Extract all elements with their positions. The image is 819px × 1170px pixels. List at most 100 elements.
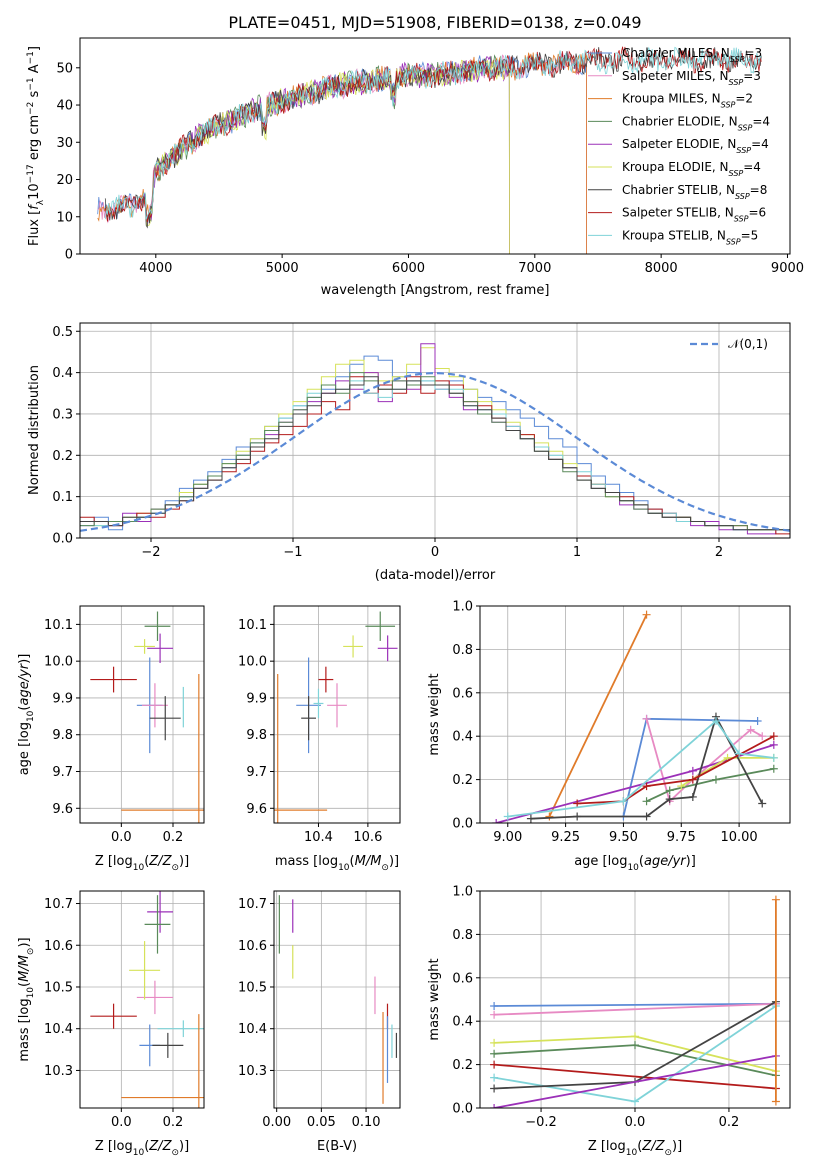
legend-text: Chabrier MILES, N bbox=[622, 46, 730, 60]
age_weight-ylabel-part: mass weight bbox=[427, 673, 442, 755]
age_weight-marker-chabrier_stelib bbox=[573, 812, 582, 821]
z_mass-ylabel-part: )] bbox=[17, 937, 32, 947]
legend-suffix: =8 bbox=[750, 183, 768, 197]
mass_age-ytick-label: 10.1 bbox=[238, 618, 267, 633]
legend-label-chabrier_stelib: Chabrier STELIB, NSSP=8 bbox=[622, 183, 767, 201]
age_weight-marker-chabrier_stelib bbox=[665, 795, 674, 804]
spectrum-ytick-label: 20 bbox=[56, 173, 73, 188]
age_weight-marker-kroupa_stelib bbox=[769, 753, 778, 762]
residuals-ytick-label: 0.0 bbox=[52, 532, 73, 547]
z_weight-line-salpeter_stelib bbox=[494, 1063, 776, 1090]
spectrum-ytick-label: 50 bbox=[56, 61, 73, 76]
ebv_mass-ytick-label: 10.3 bbox=[238, 1064, 267, 1079]
z_mass-xlabel-part: ( bbox=[144, 1139, 149, 1154]
z_age-ylabel: age [log10(age/yr)] bbox=[17, 654, 36, 776]
spectrum-ylabel-part: erg cm bbox=[27, 115, 42, 164]
age_weight-xlabel-part: age/yr bbox=[644, 854, 687, 869]
spectrum-xtick-label: 7000 bbox=[518, 261, 551, 276]
z_age-ylabel-part: )] bbox=[17, 654, 32, 664]
residuals-xtick-label: 2 bbox=[715, 545, 723, 560]
mass_age-ytick-label: 9.7 bbox=[246, 765, 267, 780]
residuals-xlabel-part: (data-model)/error bbox=[375, 568, 496, 583]
spectrum-xlabel-part: wavelength [Angstrom, rest frame] bbox=[321, 283, 550, 298]
z_weight-xtick-label: 0.2 bbox=[719, 1115, 740, 1130]
spectrum-ylabel-part: ] bbox=[27, 46, 42, 51]
legend-suffix: =4 bbox=[743, 160, 761, 174]
z_mass-points bbox=[90, 891, 204, 1108]
age_weight-marker-chabrier_elodie bbox=[769, 764, 778, 773]
ebv_mass-ytick-label: 10.7 bbox=[238, 897, 267, 912]
age_weight-marker-chabrier_stelib bbox=[642, 812, 651, 821]
z_age-xlabel-part: Z/Z bbox=[148, 854, 172, 869]
age_weight-marker-salpeter_stelib bbox=[573, 799, 582, 808]
z_weight-xlabel-part: ( bbox=[637, 1139, 642, 1154]
z_age-xlabel-part: )] bbox=[179, 854, 189, 869]
spectrum-xtick-label: 8000 bbox=[645, 261, 678, 276]
z_mass-xtick-label: 0.0 bbox=[111, 1115, 132, 1130]
legend-label-kroupa_miles: Kroupa MILES, NSSP=2 bbox=[622, 92, 753, 110]
z_mass-ytick-label: 10.3 bbox=[44, 1064, 73, 1079]
z_weight-marker-kroupa_elodie bbox=[490, 1038, 499, 1047]
age_weight-marker-chabrier_miles bbox=[753, 717, 762, 726]
spectrum-ytick-label: 10 bbox=[56, 210, 73, 225]
z_weight-line-chabrier_miles bbox=[494, 1002, 776, 1007]
legend-sub: SSP bbox=[729, 169, 744, 178]
z_mass-xlabel-part: Z/Z bbox=[148, 1139, 172, 1154]
legend-text: Salpeter ELODIE, N bbox=[622, 137, 736, 151]
ebv_mass-xtick-label: 0.00 bbox=[262, 1115, 291, 1130]
legend-label-kroupa_elodie: Kroupa ELODIE, NSSP=4 bbox=[622, 160, 761, 178]
z_mass-xlabel-part: ⊙ bbox=[171, 1148, 179, 1158]
z_age-xlabel-part: ⊙ bbox=[171, 863, 179, 873]
age_weight-marker-salpeter_stelib bbox=[642, 782, 651, 791]
age_weight-marker-kroupa_miles bbox=[642, 610, 651, 619]
residuals-xtick-label: −2 bbox=[141, 545, 160, 560]
spectrum-ylabel-part: Flux [ bbox=[27, 210, 42, 246]
legend-text: Salpeter MILES, N bbox=[622, 69, 729, 83]
mass_age-ytick-label: 10.0 bbox=[238, 655, 267, 670]
z_age-xlabel-part: 10 bbox=[133, 863, 145, 873]
spectrum-ylabel-part: f bbox=[27, 203, 42, 210]
residuals-ylabel: Normed distribution bbox=[27, 365, 42, 495]
legend-sub: SSP bbox=[735, 191, 750, 200]
figure-title: PLATE=0451, MJD=51908, FIBERID=0138, z=0… bbox=[228, 13, 641, 32]
age_weight-xtick-label: 9.50 bbox=[609, 830, 638, 845]
z_weight-ytick-label: 0.0 bbox=[452, 1102, 473, 1117]
legend-label-salpeter_stelib: Salpeter STELIB, NSSP=6 bbox=[622, 206, 766, 224]
spectrum-line-kroupa_elodie bbox=[142, 59, 510, 254]
legend-suffix: =4 bbox=[752, 114, 770, 128]
spectrum-xtick-label: 5000 bbox=[266, 261, 299, 276]
age_weight-xtick-label: 9.25 bbox=[551, 830, 580, 845]
spectrum-ytick-label: 0 bbox=[65, 248, 73, 263]
z_age-xlabel-part: ( bbox=[144, 854, 149, 869]
age_weight-marker-chabrier_stelib bbox=[758, 799, 767, 808]
residuals-xtick-label: −1 bbox=[283, 545, 302, 560]
age_weight-marker-salpeter_elodie bbox=[769, 740, 778, 749]
z_age-xlabel: Z [log10(Z/Z⊙)] bbox=[95, 854, 189, 873]
z_weight-marker-chabrier_elodie bbox=[631, 1041, 639, 1050]
mass_age-xlabel-part: mass [log bbox=[275, 854, 338, 869]
age_weight-marker-salpeter_stelib bbox=[688, 775, 697, 784]
legend-label-chabrier_miles: Chabrier MILES, NSSP=3 bbox=[622, 46, 762, 64]
z_mass-ytick-label: 10.6 bbox=[44, 939, 73, 954]
age_weight-ylabel: mass weight bbox=[427, 673, 442, 755]
age_weight-xlabel-part: 10 bbox=[627, 863, 639, 873]
age_weight-marker-salpeter_miles bbox=[642, 714, 651, 723]
normal-legend-label: 𝒩(0,1) bbox=[728, 337, 768, 351]
z_weight-xlabel-part: )] bbox=[672, 1139, 682, 1154]
z_age-xtick-label: 0.0 bbox=[111, 830, 132, 845]
residuals-ytick-label: 0.5 bbox=[52, 325, 73, 340]
age_weight-xlabel-part: age [log bbox=[574, 854, 627, 869]
z_mass-axes: 0.0 0.2 10.3 10.4 10.5 10.6 10.7 bbox=[44, 891, 204, 1130]
mass_age-xtick-label: 10.4 bbox=[304, 830, 333, 845]
ebv_mass-xtick-label: 0.05 bbox=[307, 1115, 336, 1130]
age_weight-lines bbox=[492, 610, 778, 823]
z_weight-xlabel: Z [log10(Z/Z⊙)] bbox=[588, 1139, 682, 1158]
ebv_mass-points bbox=[278, 895, 398, 1104]
spectrum-xtick-label: 4000 bbox=[139, 261, 172, 276]
z_mass-ylabel-part: M/M bbox=[17, 955, 32, 982]
spectrum-ylabel-part: 10 bbox=[27, 183, 42, 200]
age_weight-marker-kroupa_stelib bbox=[735, 749, 744, 758]
z_weight-xlabel-part: ⊙ bbox=[664, 1148, 672, 1158]
legend-text: Chabrier STELIB, N bbox=[622, 183, 735, 197]
z_weight-xtick-label: 0.0 bbox=[625, 1115, 646, 1130]
